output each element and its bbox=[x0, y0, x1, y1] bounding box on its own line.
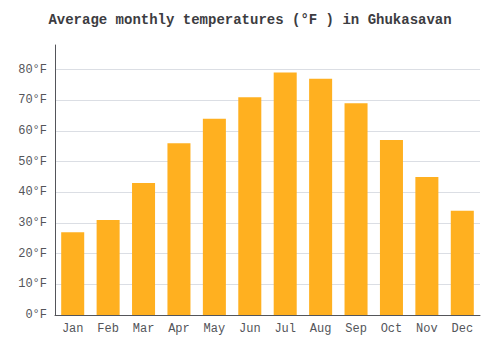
svg-text:80°F: 80°F bbox=[18, 63, 47, 77]
svg-text:50°F: 50°F bbox=[18, 155, 47, 169]
svg-text:Feb: Feb bbox=[97, 322, 119, 336]
svg-text:Jul: Jul bbox=[274, 322, 296, 336]
svg-text:30°F: 30°F bbox=[18, 216, 47, 230]
svg-text:60°F: 60°F bbox=[18, 124, 47, 138]
svg-text:Mar: Mar bbox=[133, 322, 155, 336]
svg-text:Aug: Aug bbox=[310, 322, 332, 336]
svg-text:Apr: Apr bbox=[168, 322, 190, 336]
svg-text:70°F: 70°F bbox=[18, 93, 47, 107]
svg-text:Jan: Jan bbox=[62, 322, 84, 336]
svg-text:Average monthly temperatures (: Average monthly temperatures (°F ) in Gh… bbox=[48, 12, 451, 28]
svg-text:May: May bbox=[204, 322, 226, 336]
svg-text:Oct: Oct bbox=[381, 322, 403, 336]
svg-text:10°F: 10°F bbox=[18, 277, 47, 291]
svg-text:Sep: Sep bbox=[345, 322, 367, 336]
svg-text:40°F: 40°F bbox=[18, 185, 47, 199]
svg-text:20°F: 20°F bbox=[18, 247, 47, 261]
svg-text:Nov: Nov bbox=[416, 322, 438, 336]
svg-text:Jun: Jun bbox=[239, 322, 261, 336]
svg-text:Dec: Dec bbox=[451, 322, 473, 336]
svg-text:0°F: 0°F bbox=[25, 308, 47, 322]
